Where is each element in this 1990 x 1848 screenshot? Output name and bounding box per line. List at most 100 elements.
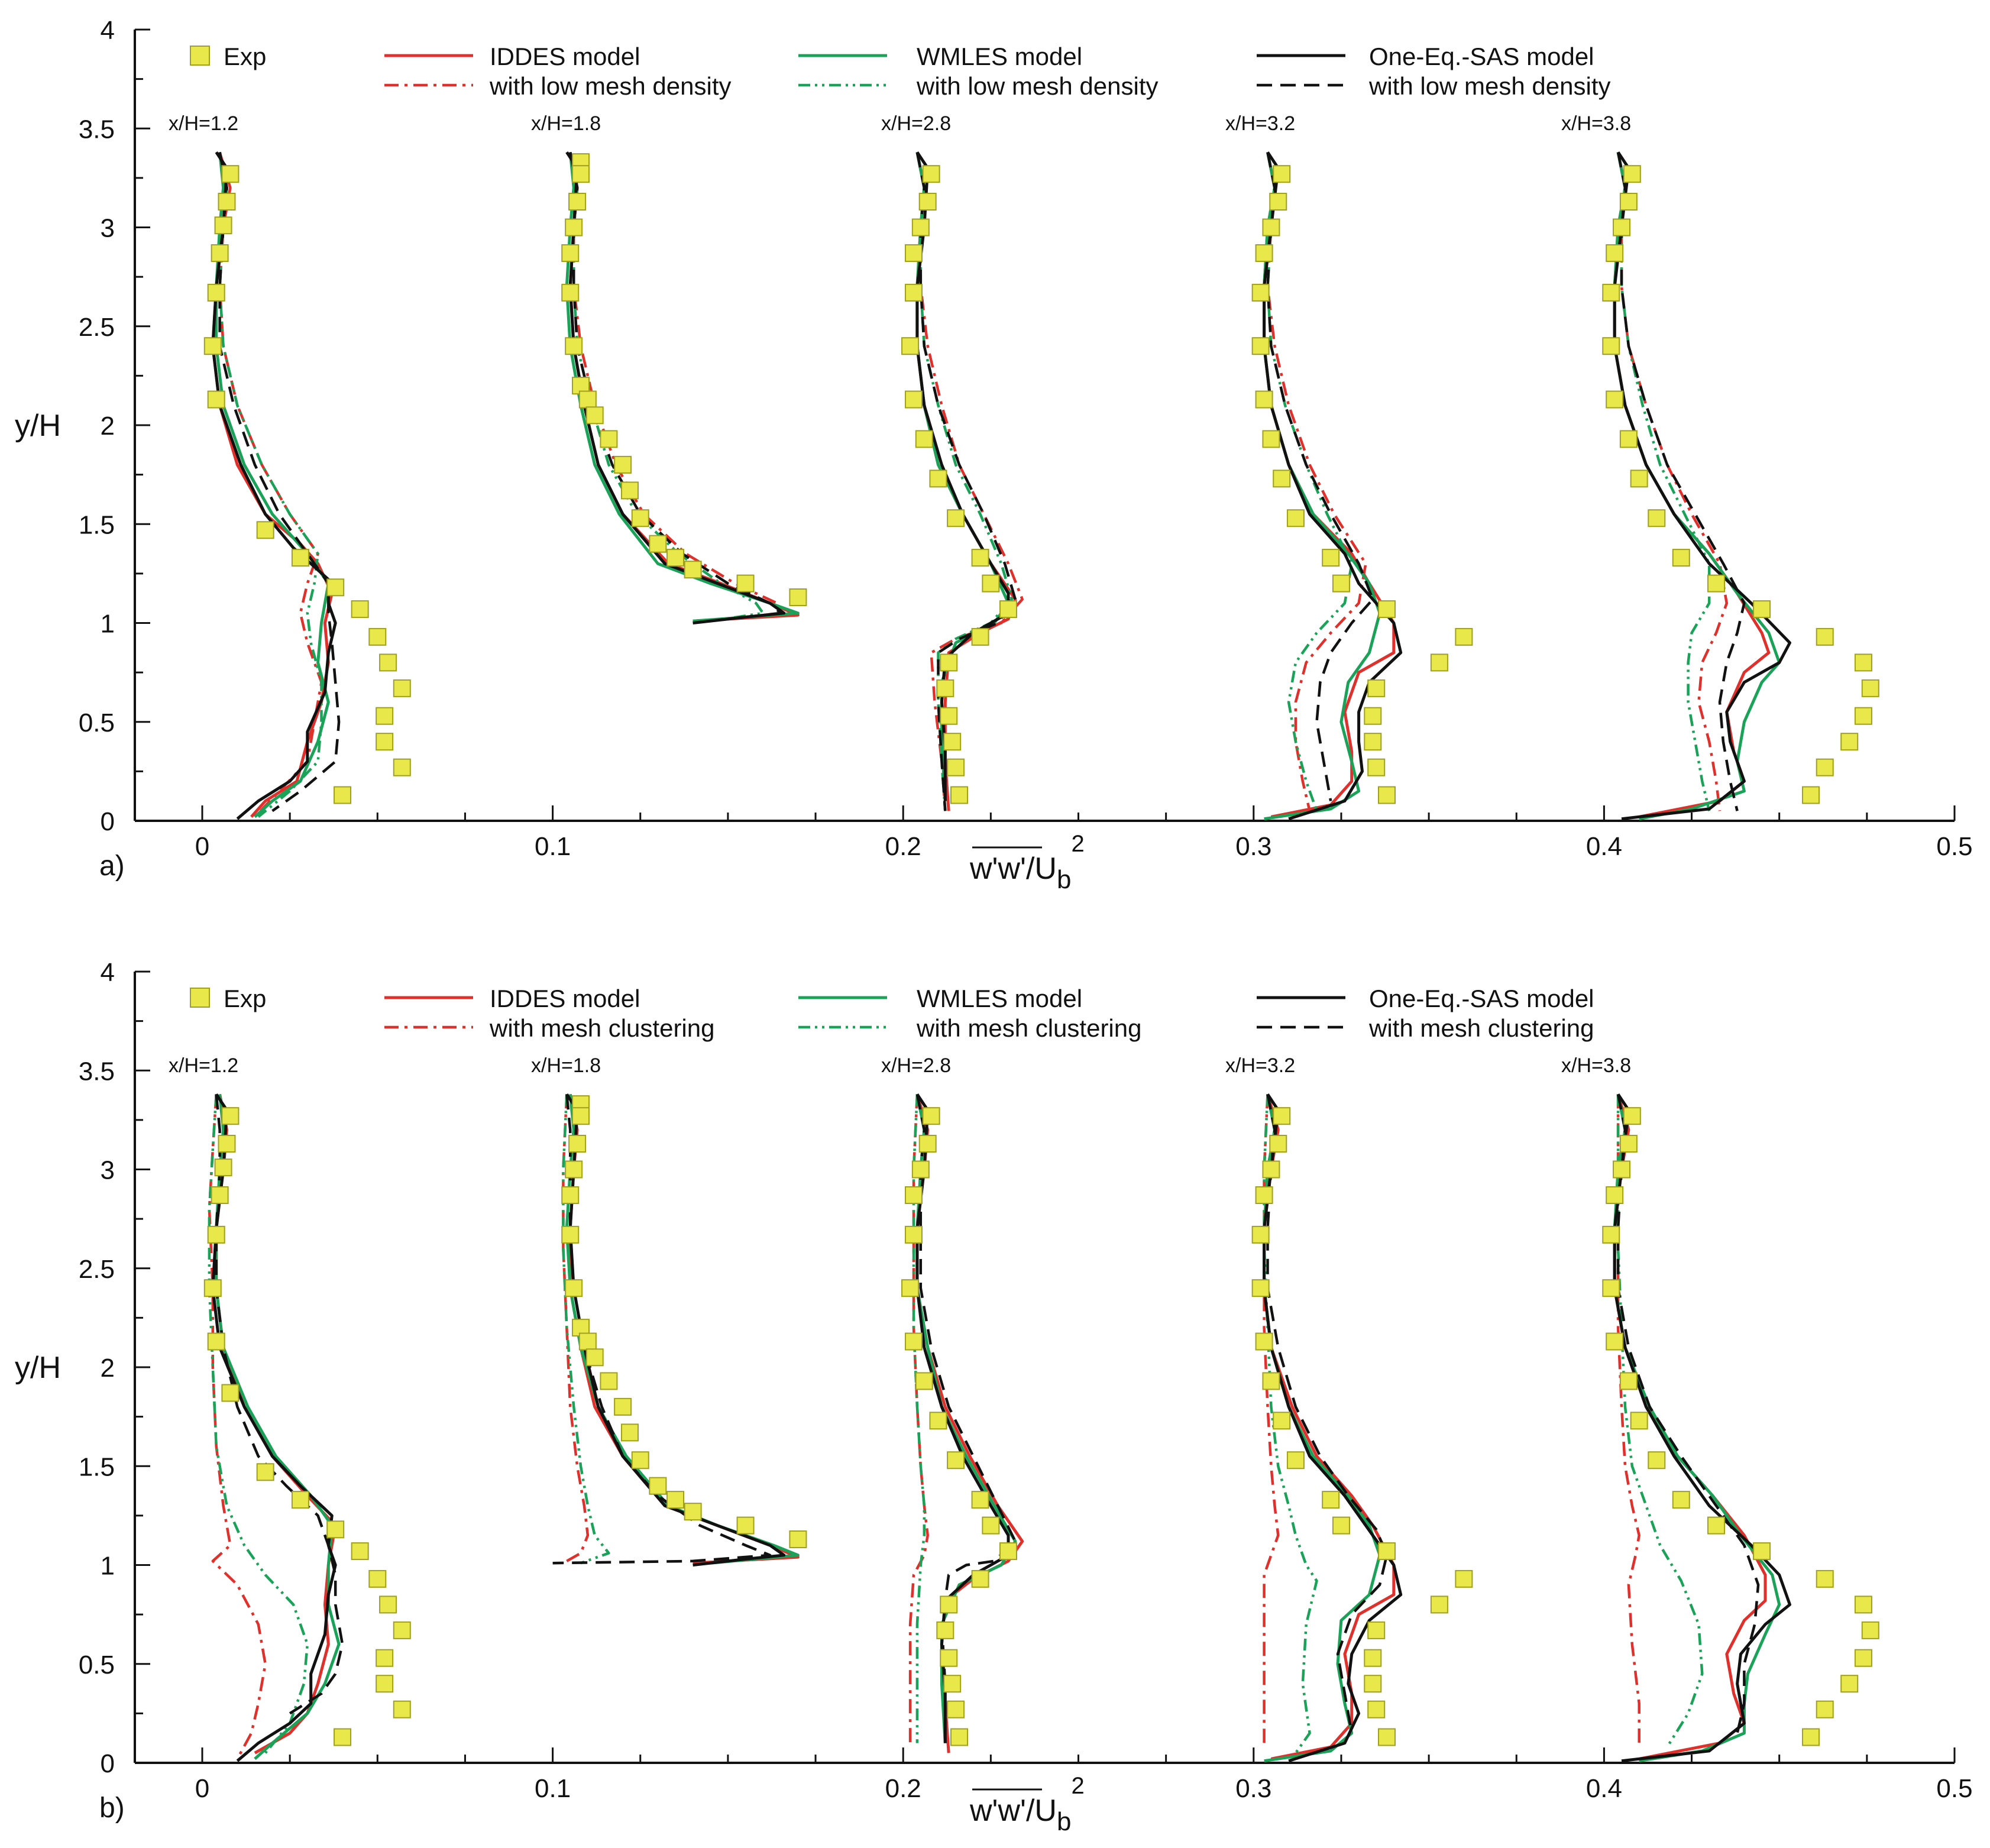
series-line [1266, 151, 1353, 812]
exp-point [940, 1649, 958, 1667]
exp-point [929, 470, 947, 488]
legend-label: One-Eq.-SAS model [1369, 43, 1594, 70]
exp-point [393, 758, 411, 776]
x-tick-label: 0.2 [885, 832, 921, 861]
series-line [218, 151, 323, 818]
exp-point [943, 733, 962, 751]
exp-point [211, 1186, 229, 1204]
exp-point [207, 283, 225, 302]
exp-point [684, 1503, 702, 1521]
exp-point [789, 588, 807, 607]
exp-point [1430, 653, 1448, 672]
exp-point [649, 1477, 667, 1495]
exp-point [1364, 1675, 1382, 1693]
station-label: x/H=1.8 [531, 112, 601, 135]
exp-point [940, 653, 958, 672]
x-tick-label: 0 [195, 1774, 209, 1803]
legend-label: Exp [224, 43, 266, 70]
exp-point [1262, 218, 1280, 237]
exp-point [940, 1595, 958, 1614]
x-tick-label: 0.1 [535, 1774, 571, 1803]
exp-point [971, 549, 989, 567]
exp-point [911, 1160, 930, 1179]
exp-point [1364, 707, 1382, 725]
exp-point [1602, 1279, 1620, 1297]
exp-point [1255, 1186, 1273, 1204]
panel-a: 0 0.1 0.2 0.3 0.4 0.5 0 0.5 1 1.5 2 2.5 3 3.5 4 y/H a) w'… [15, 16, 1973, 894]
exp-point [1816, 1569, 1834, 1588]
exp-point [1367, 679, 1386, 697]
station-label: x/H=2.8 [881, 1054, 951, 1077]
exp-point [1377, 786, 1396, 804]
x-axis-label: w'w'/Ub2 [969, 831, 1085, 894]
series-line [552, 1094, 772, 1565]
exp-point [203, 1279, 222, 1297]
legend-label: with low mesh density [916, 72, 1159, 100]
exp-point [600, 430, 618, 448]
legend-label: IDDES model [490, 43, 640, 70]
exp-point [1648, 1451, 1666, 1470]
exp-point [393, 1621, 411, 1639]
exp-point [376, 707, 394, 725]
exp-point [1840, 1675, 1859, 1693]
exp-point [918, 1135, 937, 1153]
exp-point [256, 1463, 274, 1481]
exp-point [207, 1225, 225, 1244]
legend-label: with mesh clustering [1368, 1014, 1594, 1042]
exp-point [376, 1675, 394, 1693]
legend-label: IDDES model [490, 985, 640, 1012]
exp-point [351, 600, 369, 619]
y-tick-label: 1 [101, 1552, 115, 1581]
exp-point [1251, 1279, 1270, 1297]
exp-point [1322, 1491, 1340, 1509]
exp-point [684, 561, 702, 579]
series-line [565, 1093, 786, 1567]
exp-point [1273, 1107, 1291, 1125]
exp-point [1816, 627, 1834, 646]
exp-point [1255, 244, 1273, 262]
exp-point [1619, 1372, 1638, 1390]
exp-point [1606, 390, 1624, 409]
series-line [208, 1094, 267, 1760]
exp-point [214, 216, 232, 235]
exp-point [368, 627, 387, 646]
exp-point [376, 733, 394, 751]
series-line [568, 151, 765, 623]
legend-label: WMLES model [917, 43, 1082, 70]
exp-point [1251, 283, 1270, 302]
exp-point [351, 1542, 369, 1561]
exp-point [207, 390, 225, 409]
exp-point [1367, 1700, 1386, 1718]
exp-point [1606, 244, 1624, 262]
exp-point [666, 1491, 685, 1509]
exp-point [376, 1649, 394, 1667]
exp-point [1672, 1491, 1690, 1509]
exp-point [1619, 193, 1638, 211]
exp-point [1286, 1451, 1305, 1470]
exp-point [904, 1332, 923, 1351]
exp-point [1602, 283, 1620, 302]
x-tick-label: 0.5 [1936, 832, 1972, 861]
exp-point [572, 165, 590, 183]
y-tick-label: 1.5 [79, 510, 115, 539]
exp-point [1255, 390, 1273, 409]
exp-point [565, 337, 583, 355]
exp-point [1262, 430, 1280, 448]
legend-marker [190, 46, 210, 66]
exp-point [326, 1520, 345, 1539]
exp-point [572, 1107, 590, 1125]
exp-point [971, 1569, 989, 1588]
legend-label: One-Eq.-SAS model [1369, 985, 1594, 1012]
exp-point [631, 509, 649, 527]
exp-point [901, 1279, 920, 1297]
exp-point [1707, 574, 1726, 593]
y-tick-label: 3.5 [79, 1057, 115, 1086]
exp-point [1455, 627, 1473, 646]
exp-point [950, 1728, 969, 1746]
x-tick-label: 0.4 [1586, 832, 1622, 861]
exp-point [203, 337, 222, 355]
exp-point [918, 193, 937, 211]
exp-point [1840, 733, 1859, 751]
exp-point [561, 283, 580, 302]
exp-point [950, 786, 969, 804]
